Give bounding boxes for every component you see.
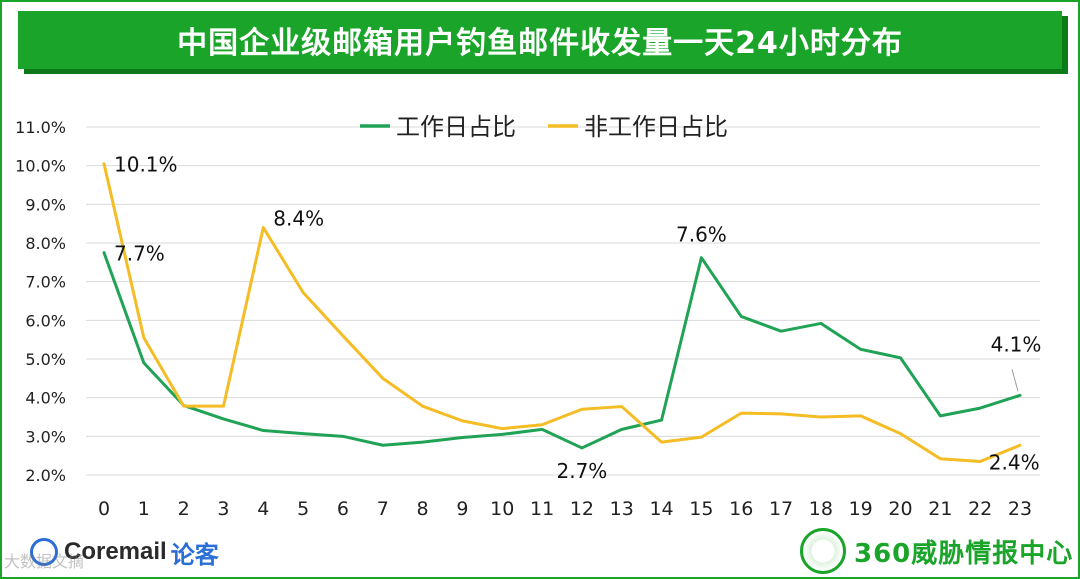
x-tick-label: 16 xyxy=(729,498,753,520)
x-tick-label: 22 xyxy=(968,498,992,520)
x-tick-label: 0 xyxy=(98,498,110,520)
x-tick-label: 21 xyxy=(928,498,952,520)
org-logo: 360威胁情报中心 xyxy=(800,528,1073,574)
y-axis: 2.0% 3.0% 4.0% 5.0% 6.0% 7.0% 8.0% 9.0% 10.0% 11.… xyxy=(15,118,66,485)
x-tick-label: 17 xyxy=(769,498,793,520)
x-tick-label: 8 xyxy=(417,498,429,520)
y-tick-label: 6.0% xyxy=(25,311,66,330)
y-tick-label: 3.0% xyxy=(25,427,66,446)
threat-intel-seal-icon xyxy=(800,528,846,574)
data-label: 2.7% xyxy=(557,459,608,483)
x-tick-label: 23 xyxy=(1008,498,1032,520)
x-tick-label: 6 xyxy=(337,498,349,520)
gridlines xyxy=(86,126,1040,476)
y-tick-label: 11.0% xyxy=(15,118,66,137)
coremail-brand: Coremail xyxy=(64,538,167,565)
y-tick-label: 5.0% xyxy=(25,350,66,369)
data-label: 8.4% xyxy=(273,207,324,231)
legend: 工作日占比 非工作日占比 xyxy=(360,113,728,141)
coremail-brand-cn: 论客 xyxy=(170,541,219,569)
data-label: 10.1% xyxy=(114,153,178,177)
x-tick-label: 14 xyxy=(649,498,673,520)
x-tick-label: 19 xyxy=(849,498,873,520)
series-lines xyxy=(102,162,1022,463)
y-tick-label: 7.0% xyxy=(25,273,66,292)
watermark: 大数据文摘 xyxy=(4,552,85,571)
x-tick-label: 15 xyxy=(689,498,713,520)
data-label: 7.7% xyxy=(114,242,165,266)
x-tick-label: 7 xyxy=(377,498,389,520)
x-tick-label: 10 xyxy=(490,498,514,520)
data-label: 4.1% xyxy=(991,332,1042,356)
y-tick-label: 2.0% xyxy=(25,466,66,485)
data-label: 2.4% xyxy=(989,450,1040,474)
y-tick-label: 9.0% xyxy=(25,195,66,214)
series-line-0 xyxy=(102,251,1022,450)
x-tick-label: 2 xyxy=(178,498,190,520)
x-tick-label: 3 xyxy=(217,498,229,520)
legend-label-1: 非工作日占比 xyxy=(584,113,728,141)
x-tick-label: 20 xyxy=(888,498,912,520)
coremail-logo: Coremail 论客 xyxy=(8,532,219,572)
y-tick-label: 10.0% xyxy=(15,157,66,176)
y-tick-label: 8.0% xyxy=(25,234,66,253)
x-tick-label: 5 xyxy=(297,498,309,520)
x-tick-label: 18 xyxy=(809,498,833,520)
y-tick-label: 4.0% xyxy=(25,389,66,408)
x-tick-label: 12 xyxy=(570,498,594,520)
data-labels: 10.1% 7.7% 8.4% 7.6% 2.7% 4.1% 2.4% xyxy=(114,153,1041,483)
x-tick-label: 4 xyxy=(257,498,269,520)
org-name: 360威胁情报中心 xyxy=(854,538,1074,569)
x-tick-label: 13 xyxy=(610,498,634,520)
x-tick-label: 1 xyxy=(138,498,150,520)
legend-label-0: 工作日占比 xyxy=(396,113,516,141)
data-label: 7.6% xyxy=(676,223,727,247)
chart-title: 中国企业级邮箱用户钓鱼邮件收发量一天24小时分布 xyxy=(18,11,1062,69)
x-axis: 0 1 2 3 4 5 6 7 8 9 10 11 12 13 14 15 16 17 18 19 20 21 22 23 xyxy=(98,498,1032,520)
coremail-mark-icon xyxy=(30,538,58,566)
x-tick-label: 9 xyxy=(456,498,468,520)
x-tick-label: 11 xyxy=(530,498,554,520)
series-line-1 xyxy=(102,162,1022,463)
label-leader-line xyxy=(1011,369,1019,392)
